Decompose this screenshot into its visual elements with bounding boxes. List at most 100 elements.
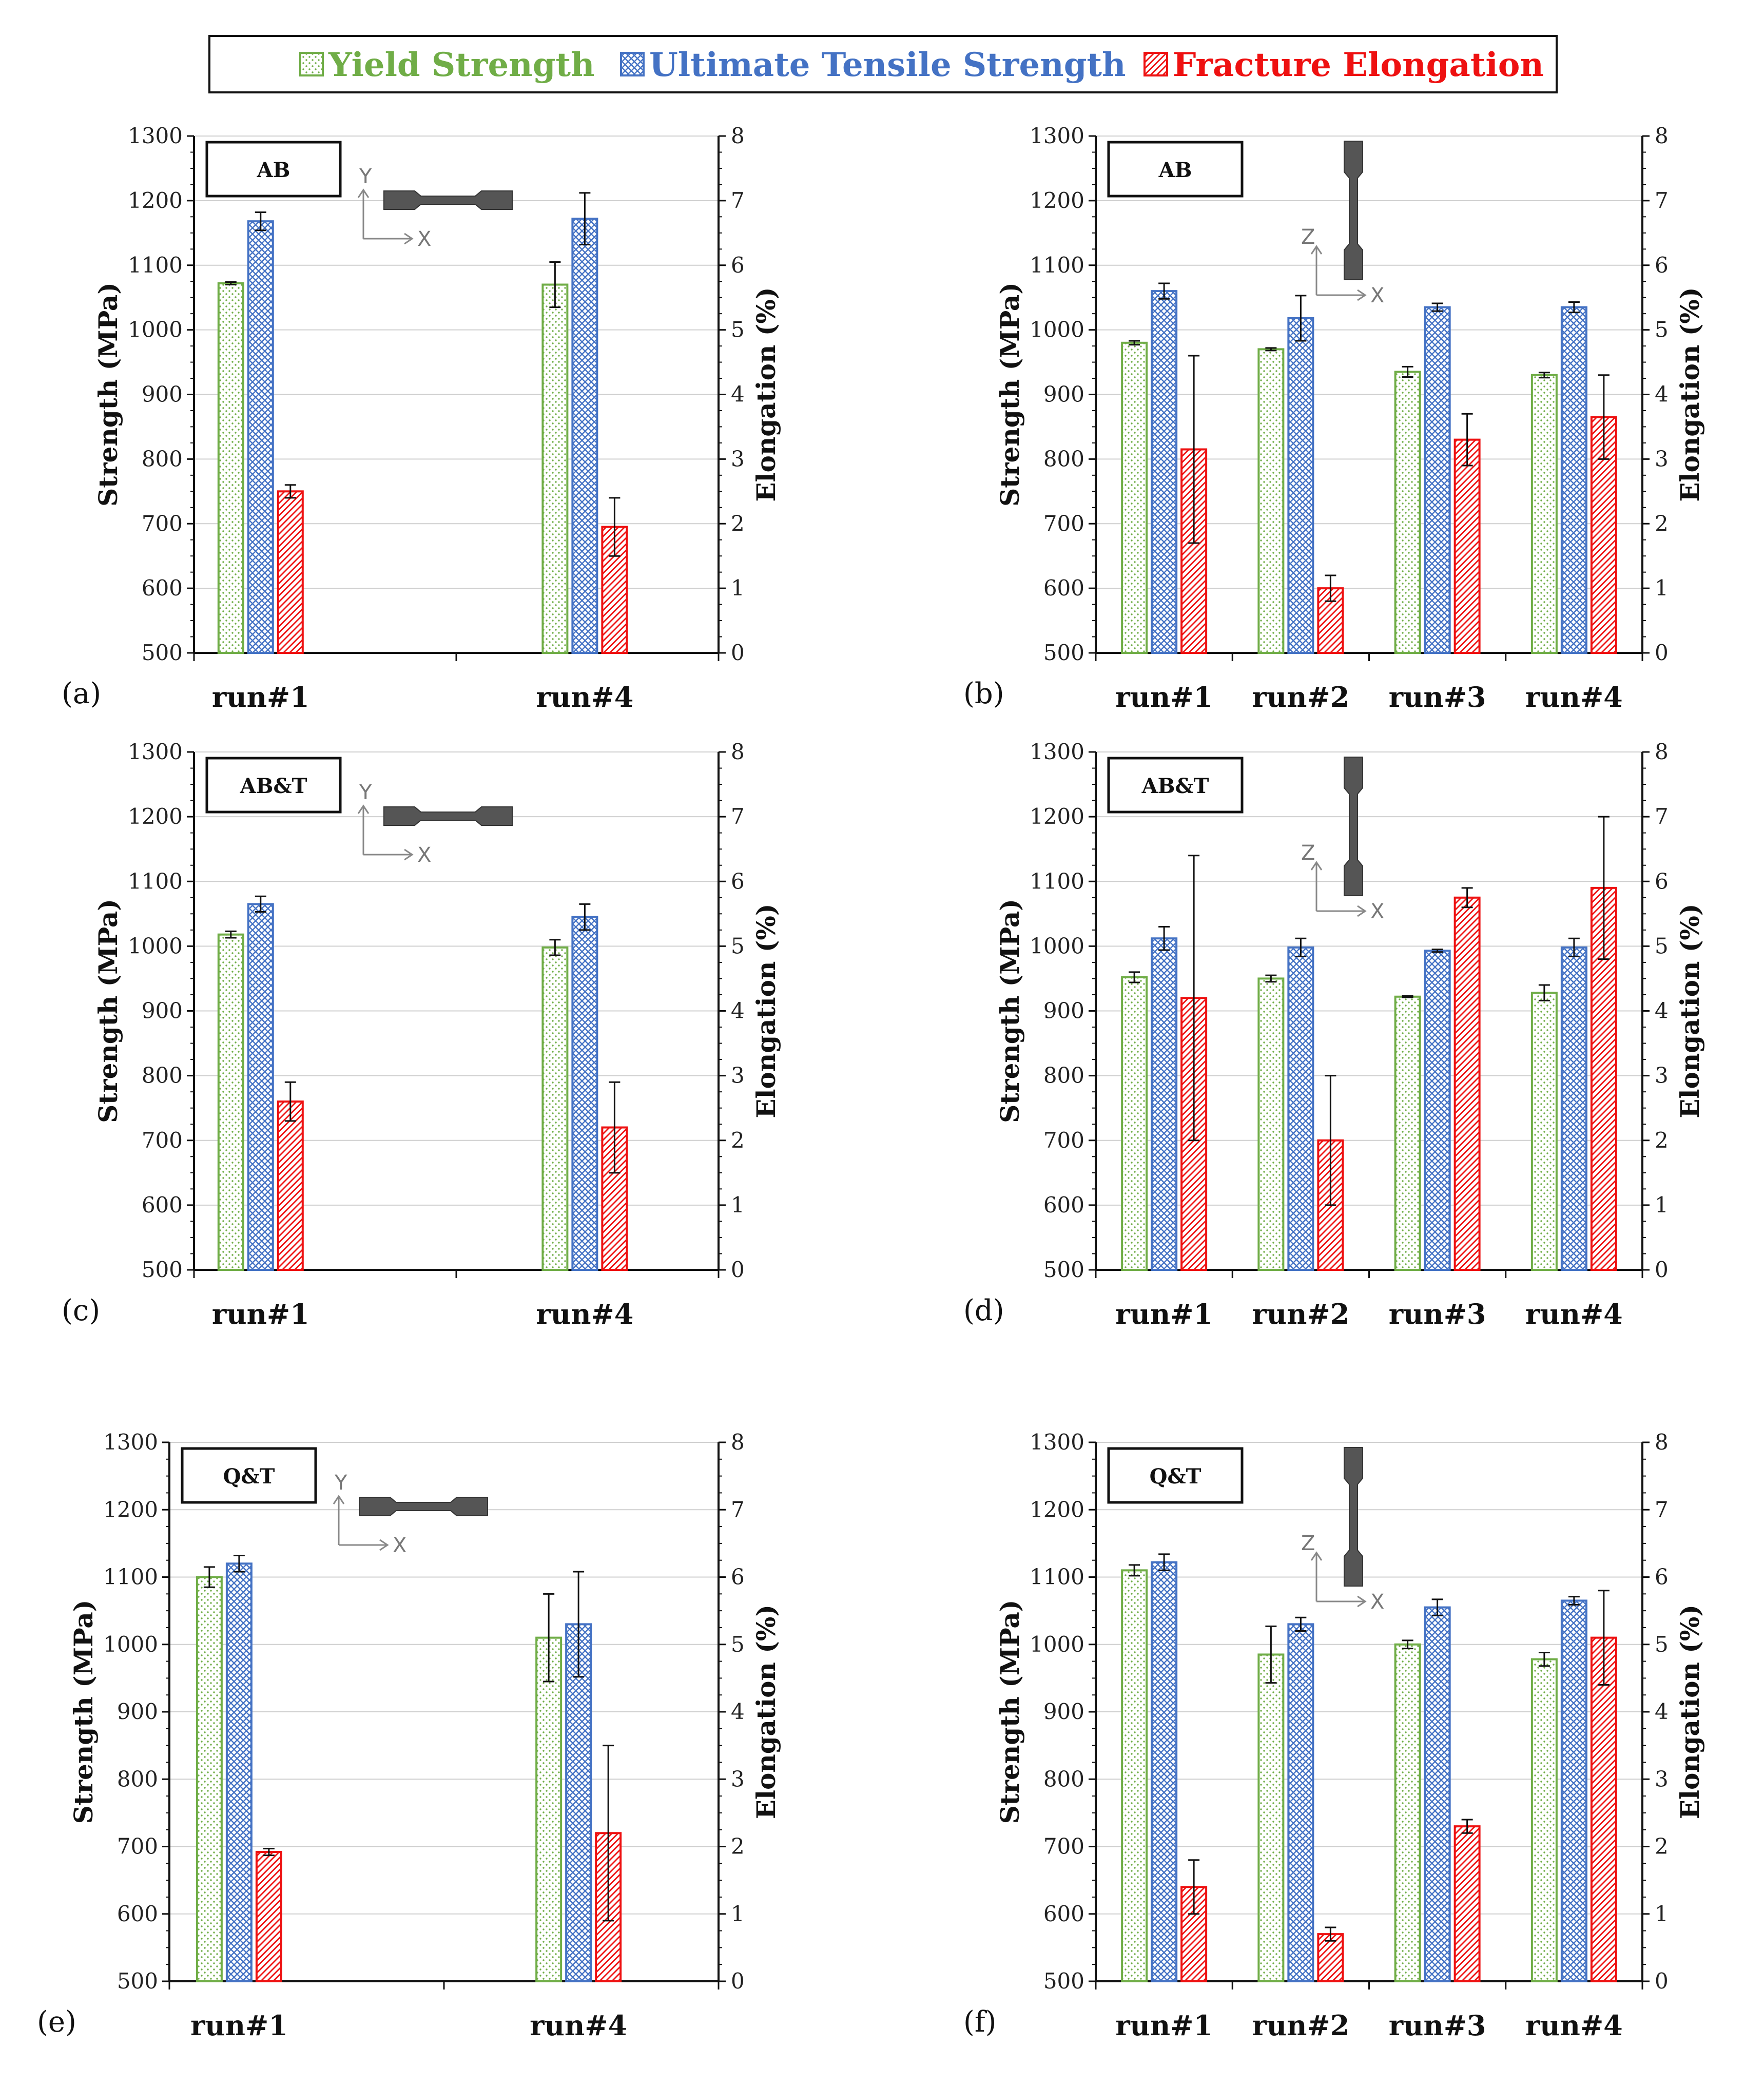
condition-label: AB	[257, 158, 290, 182]
specimen-horizontal	[383, 806, 513, 826]
y2-tick-label: 2	[731, 1128, 745, 1153]
category-label: run#2	[1252, 2009, 1349, 2042]
bar-yield	[1257, 977, 1285, 1271]
axis-arrow-vertical	[1310, 1551, 1323, 1601]
bar-uts	[1424, 950, 1451, 1271]
y-tick-label: 1200	[128, 188, 183, 213]
axis-label-vertical: Z	[1301, 841, 1315, 865]
chart-panel-4: 500 600 700 800 900 1000 1100 1200 1300 0 1 2 3 4 5 6 7 8…	[963, 739, 1705, 1330]
specimen-vertical	[1344, 141, 1363, 280]
legend-label-elongation: Fracture Elongation	[1173, 46, 1544, 84]
condition-label: AB	[1158, 158, 1192, 182]
y2-tick-label: 7	[1655, 804, 1669, 829]
axis-arrow-horizontal	[363, 233, 414, 245]
category-label: run#4	[530, 2009, 627, 2042]
specimen-inset: ZX	[1301, 1447, 1384, 1614]
y2-tick-label: 1	[1655, 1901, 1669, 1926]
axis-label-vertical: Y	[359, 165, 372, 188]
bar-yield	[217, 282, 244, 654]
y2-tick-label: 4	[1655, 1699, 1669, 1724]
bar-yield	[1121, 976, 1148, 1271]
axis-arrow-horizontal	[339, 1539, 389, 1551]
y-tick-label: 700	[142, 1128, 183, 1153]
y-tick-label: 900	[117, 1699, 158, 1724]
chart-panel-6: 500 600 700 800 900 1000 1100 1200 1300 0 1 2 3 4 5 6 7 8…	[963, 1430, 1705, 2042]
y-tick-label: 700	[117, 1834, 158, 1859]
y2-tick-label: 2	[731, 1834, 745, 1859]
y-tick-label: 1000	[128, 317, 183, 342]
axis-arrow-vertical	[333, 1495, 345, 1545]
bar-yield	[541, 946, 569, 1271]
y2-tick-label: 4	[731, 998, 745, 1023]
axis-arrow-vertical	[357, 804, 370, 855]
y-tick-label: 900	[1043, 382, 1084, 407]
axis-arrow-vertical	[1310, 861, 1323, 911]
y-tick-label: 700	[1043, 1834, 1084, 1859]
axis-label-horizontal: X	[417, 843, 431, 867]
y2-tick-label: 1	[731, 575, 745, 601]
y2-tick-label: 6	[731, 868, 745, 894]
legend-swatch-elongation	[1143, 52, 1168, 76]
y2-axis-title: Elongation (%)	[751, 903, 781, 1118]
y2-tick-label: 4	[731, 382, 745, 407]
y2-axis-title: Elongation (%)	[751, 1605, 781, 1819]
legend: Yield Strength Ultimate Tensile Strength…	[208, 35, 1558, 93]
y-tick-label: 1200	[1030, 804, 1084, 829]
bar-uts	[1560, 1599, 1587, 1982]
y2-tick-label: 3	[1655, 1766, 1669, 1791]
y-tick-label: 700	[1043, 1128, 1084, 1153]
y2-tick-label: 6	[1655, 1564, 1669, 1590]
condition-box	[1107, 757, 1244, 814]
y-axis-title: Strength (MPa)	[68, 1600, 99, 1824]
bar-yield	[1394, 371, 1421, 654]
bar-elongation	[1453, 896, 1481, 1271]
specimen-inset: YX	[333, 1471, 488, 1557]
axis-arrow-vertical	[357, 188, 370, 239]
bar-yield	[217, 933, 244, 1271]
y-tick-label: 1200	[128, 804, 183, 829]
axis-label-vertical: Z	[1301, 1532, 1315, 1555]
y-tick-label: 500	[142, 1257, 183, 1282]
y2-tick-label: 0	[731, 640, 745, 665]
axis-label-horizontal: X	[1370, 1590, 1384, 1614]
y-axis-title: Strength (MPa)	[995, 282, 1025, 507]
y2-tick-label: 5	[1655, 317, 1669, 342]
specimen-inset: YX	[357, 165, 513, 251]
y-tick-label: 1300	[1030, 739, 1084, 764]
panel-label: (e)	[37, 2005, 76, 2039]
y-tick-label: 800	[1043, 1766, 1084, 1791]
category-label: run#4	[536, 681, 633, 713]
y-tick-label: 800	[117, 1766, 158, 1791]
y-tick-label: 1100	[128, 253, 183, 278]
bar-uts	[1287, 946, 1314, 1271]
y-tick-label: 900	[142, 998, 183, 1023]
chart-panel-2: 500 600 700 800 900 1000 1100 1200 1300 0 1 2 3 4 5 6 7 8…	[963, 123, 1705, 713]
axis-label-vertical: Y	[359, 781, 372, 804]
y2-axis-title: Elongation (%)	[751, 287, 781, 501]
y-tick-label: 500	[1043, 1257, 1084, 1282]
y2-axis-title: Elongation (%)	[1675, 287, 1705, 501]
y2-tick-label: 2	[1655, 1128, 1669, 1153]
y-tick-label: 500	[142, 640, 183, 665]
bar-uts	[1560, 306, 1587, 654]
bar-elongation	[277, 1100, 304, 1271]
category-label: run#1	[1115, 1298, 1213, 1330]
y-axis-title: Strength (MPa)	[995, 899, 1025, 1123]
bar-yield	[535, 1636, 563, 1982]
y2-tick-label: 0	[1655, 640, 1669, 665]
y-tick-label: 1300	[128, 123, 183, 148]
bar-uts	[1151, 1561, 1178, 1982]
y2-tick-label: 7	[731, 188, 745, 213]
category-label: run#1	[1115, 681, 1213, 713]
axis-arrow-vertical	[1310, 245, 1323, 295]
y2-tick-label: 2	[731, 511, 745, 536]
y-tick-label: 800	[142, 446, 183, 471]
bar-uts	[1151, 290, 1178, 654]
bar-yield	[1121, 341, 1148, 654]
y-tick-label: 600	[1043, 1192, 1084, 1218]
category-label: run#1	[212, 681, 309, 713]
chart-panel-5: 500 600 700 800 900 1000 1100 1200 1300 0 1 2 3 4 5 6 7 8…	[37, 1430, 781, 2042]
bar-yield	[1530, 1658, 1558, 1982]
y-tick-label: 600	[1043, 575, 1084, 601]
